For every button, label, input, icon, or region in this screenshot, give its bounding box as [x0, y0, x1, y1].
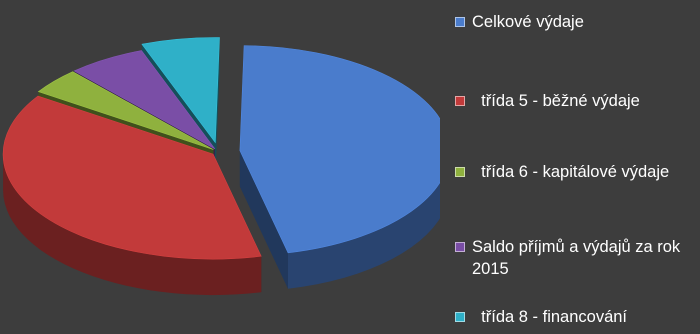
- legend-swatch: [455, 242, 465, 252]
- legend-label: třída 5 - běžné výdaje: [472, 92, 640, 110]
- legend-item-trida-8: třída 8 - financování: [455, 306, 697, 328]
- legend-label: třída 6 - kapitálové výdaje: [472, 163, 670, 181]
- legend-item-saldo: Saldo příjmů a výdajů za rok 2015: [455, 236, 697, 280]
- legend-item-trida-6: třída 6 - kapitálové výdaje: [455, 161, 697, 183]
- pie-slice-side-1: [3, 155, 262, 296]
- pie-chart: [2, 37, 451, 296]
- pie-slice-cut-4-1: [215, 37, 220, 179]
- pie-slice-1: [2, 95, 262, 260]
- legend-swatch: [455, 312, 465, 322]
- legend-item-trida-5: třída 5 - běžné výdaje: [455, 90, 697, 112]
- pie-slice-4: [141, 37, 220, 144]
- legend-swatch: [455, 167, 465, 177]
- legend-swatch: [455, 17, 465, 27]
- legend-label: Saldo příjmů a výdajů za rok 2015: [472, 238, 685, 278]
- legend-label: Celkové výdaje: [472, 13, 584, 31]
- legend-swatch: [455, 96, 465, 106]
- pie-chart-svg: [2, 37, 451, 296]
- legend-item-celkove-vydaje: Celkové výdaje: [455, 11, 697, 33]
- pie-slice-2: [37, 71, 214, 150]
- pie-slice-3: [73, 50, 216, 150]
- pie-slice-cut-0-1: [239, 150, 289, 289]
- pie-slice-side-0: [288, 154, 450, 289]
- legend: Celkové výdaje třída 5 - běžné výdaje tř…: [455, 4, 700, 329]
- legend-label: třída 8 - financování: [472, 308, 628, 326]
